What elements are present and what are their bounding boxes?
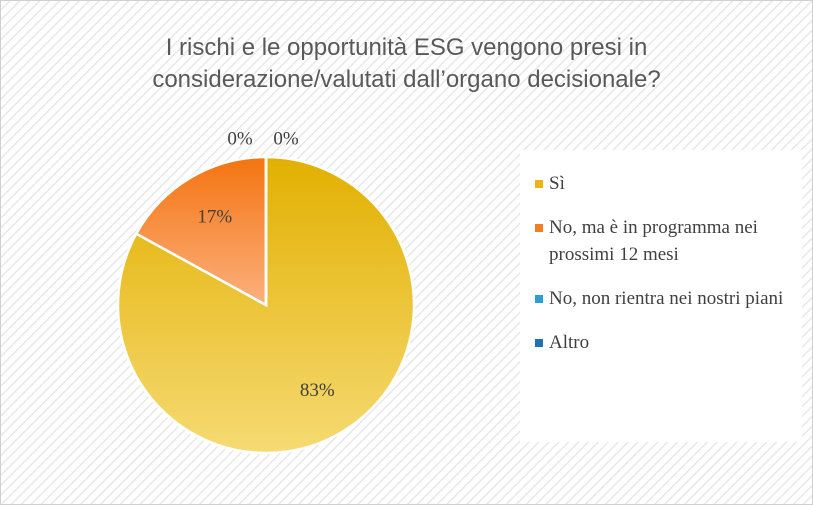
legend-box xyxy=(520,150,802,442)
data-label: 0% xyxy=(273,128,299,149)
legend-label: Sì xyxy=(549,173,565,194)
legend-swatch xyxy=(535,295,543,303)
data-label: 17% xyxy=(197,207,232,228)
legend-entry: No, non rientra nei nostri piani xyxy=(533,285,793,312)
legend-label: Altro xyxy=(549,332,590,353)
pie-slice xyxy=(134,155,268,308)
legend: Sì No, ma è in programma nei prossimi 12 … xyxy=(533,170,793,373)
legend-swatch xyxy=(535,180,543,188)
data-label: 83% xyxy=(300,380,335,401)
legend-swatch xyxy=(535,339,543,347)
data-label: 0% xyxy=(227,128,253,149)
legend-label: No, non rientra nei nostri piani xyxy=(549,288,784,309)
legend-entry: Sì xyxy=(533,170,793,197)
legend-entry: Altro xyxy=(533,329,793,356)
legend-swatch xyxy=(535,224,543,232)
chart-title: I rischi e le opportunità ESG vengono pr… xyxy=(152,34,661,93)
legend-entry: No, ma è in programma nei prossimi 12 me… xyxy=(533,214,793,268)
legend-label: No, ma è in programma nei prossimi 12 me… xyxy=(549,217,758,265)
